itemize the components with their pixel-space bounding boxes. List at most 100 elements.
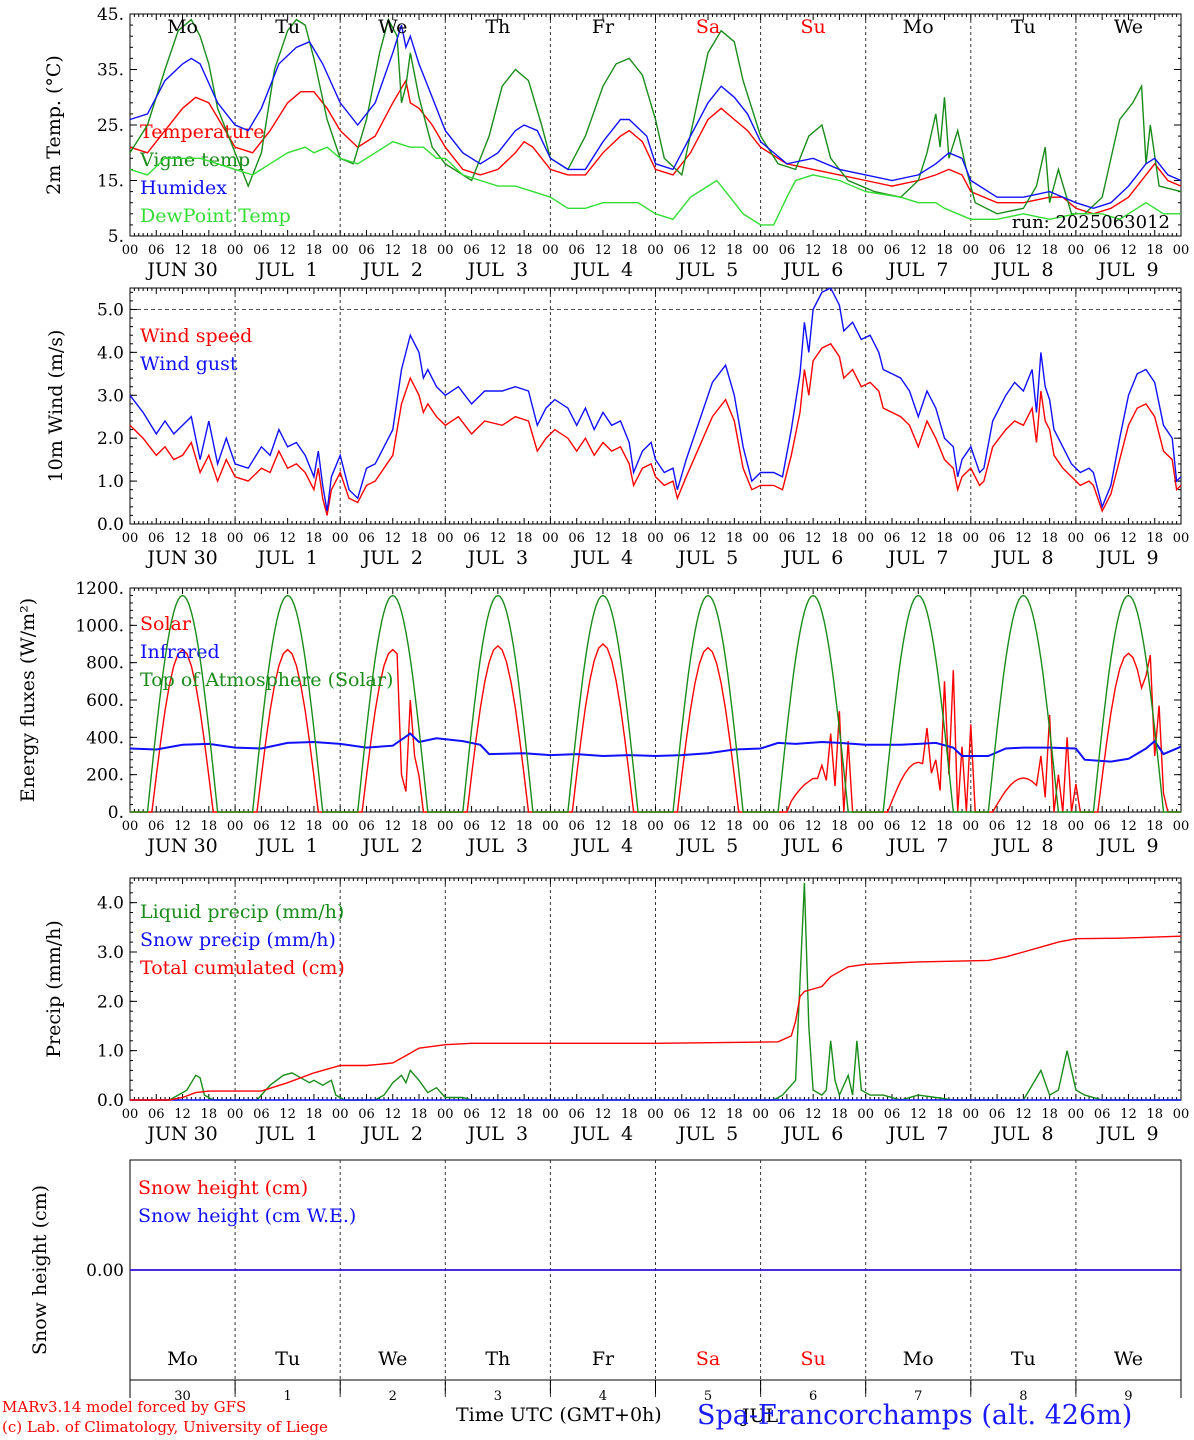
hour-tick-label: 18 — [831, 819, 848, 834]
y-axis-label: 2m Temp. (°C) — [43, 55, 65, 195]
hour-tick-label: 12 — [700, 243, 717, 258]
hour-tick-label: 18 — [516, 1107, 533, 1122]
hour-tick-label: 00 — [1173, 819, 1190, 834]
hour-tick-label: 00 — [122, 531, 139, 546]
date-label: JUL 7 — [886, 259, 948, 281]
hour-tick-label: 12 — [490, 1107, 507, 1122]
day-name-bottom: Tu — [275, 1348, 300, 1370]
hour-tick-label: 00 — [857, 819, 874, 834]
y-axis-label: Precip (mm/h) — [43, 920, 65, 1058]
hour-tick-label: 12 — [1120, 1107, 1137, 1122]
series-vigne-temp — [129, 17, 1182, 215]
legend-entry: Snow height (cm) — [138, 1177, 308, 1199]
day-number: 8 — [1019, 1389, 1027, 1404]
legend-entry: Wind speed — [140, 325, 252, 347]
y-tick-label: 200. — [86, 766, 124, 786]
y-tick-label: 0.0 — [97, 1091, 124, 1111]
hour-tick-label: 12 — [384, 243, 401, 258]
day-name-top: Tu — [1011, 16, 1036, 38]
legend-entry: Wind gust — [140, 353, 238, 375]
y-tick-label: 1.0 — [97, 1042, 124, 1062]
y-tick-label: 1.0 — [97, 472, 124, 492]
day-name-bottom: Tu — [1011, 1348, 1036, 1370]
y-tick-label: 15. — [97, 172, 124, 192]
day-name-bottom: Su — [801, 1348, 826, 1370]
hour-tick-label: 18 — [306, 1107, 323, 1122]
day-name-top: Fr — [592, 16, 615, 38]
hour-tick-label: 06 — [674, 1107, 691, 1122]
y-axis-label: Snow height (cm) — [29, 1185, 51, 1355]
date-label: JUL 3 — [466, 1123, 528, 1145]
date-label: JUL 3 — [466, 835, 528, 857]
hour-tick-label: 12 — [174, 531, 191, 546]
series-total-cumulated-cm — [130, 935, 1182, 1101]
date-label: JUL 8 — [991, 1123, 1053, 1145]
hour-tick-label: 00 — [542, 819, 559, 834]
hour-tick-label: 12 — [700, 1107, 717, 1122]
hour-tick-label: 00 — [332, 819, 349, 834]
hour-tick-label: 06 — [989, 819, 1006, 834]
date-label: JUL 1 — [255, 1123, 317, 1145]
series-humidex — [129, 24, 1182, 210]
hour-tick-label: 06 — [253, 819, 270, 834]
hour-tick-label: 00 — [332, 531, 349, 546]
hour-tick-label: 18 — [621, 243, 638, 258]
hour-tick-label: 00 — [437, 243, 454, 258]
hour-tick-label: 06 — [358, 1107, 375, 1122]
hour-tick-label: 06 — [884, 1107, 901, 1122]
panel-2: 00 06 12 18 00 06 12 18 00 06 12 18 00 06 12 18 00 06 12 18… — [45, 287, 1189, 569]
hour-tick-label: 06 — [463, 819, 480, 834]
date-label: JUN 30 — [145, 1123, 217, 1145]
day-name-top: Mo — [903, 16, 934, 38]
hour-tick-label: 18 — [831, 531, 848, 546]
hour-tick-label: 06 — [674, 531, 691, 546]
date-label: JUL 8 — [991, 547, 1053, 569]
panel-1: 00 06 12 18 00 06 12 18 00 06 12 18 00 06 12 18 00 06 12 18… — [43, 5, 1189, 281]
hour-tick-label: 18 — [726, 1107, 743, 1122]
hour-tick-label: 12 — [490, 819, 507, 834]
date-label: JUL 2 — [361, 547, 423, 569]
hour-tick-label: 06 — [884, 819, 901, 834]
series-temperature — [129, 78, 1182, 215]
hour-tick-label: 18 — [1146, 1107, 1163, 1122]
hour-tick-label: 06 — [989, 1107, 1006, 1122]
hour-tick-label: 12 — [384, 531, 401, 546]
hour-tick-label: 12 — [490, 243, 507, 258]
hour-tick-label: 06 — [148, 243, 165, 258]
legend-entry: Liquid precip (mm/h) — [140, 901, 344, 923]
hour-tick-label: 06 — [989, 243, 1006, 258]
legend-entry: Snow height (cm W.E.) — [138, 1205, 356, 1227]
hour-tick-label: 06 — [463, 243, 480, 258]
y-tick-label: 45. — [97, 5, 124, 25]
day-number: 7 — [914, 1389, 922, 1404]
day-name-bottom: Mo — [903, 1348, 934, 1370]
y-axis-label: 10m Wind (m/s) — [45, 330, 67, 483]
hour-tick-label: 12 — [805, 1107, 822, 1122]
hour-tick-label: 18 — [201, 819, 218, 834]
hour-tick-label: 18 — [411, 819, 428, 834]
hour-tick-label: 18 — [411, 531, 428, 546]
date-label: JUL 2 — [361, 1123, 423, 1145]
hour-tick-label: 00 — [1173, 1107, 1190, 1122]
hour-tick-label: 06 — [253, 531, 270, 546]
hour-tick-label: 12 — [805, 531, 822, 546]
date-label: JUL 6 — [781, 259, 843, 281]
hour-tick-label: 00 — [963, 531, 980, 546]
date-label: JUL 6 — [781, 1123, 843, 1145]
hour-tick-label: 18 — [726, 243, 743, 258]
hour-tick-label: 18 — [1041, 819, 1058, 834]
hour-tick-label: 00 — [1068, 243, 1085, 258]
date-label: JUL 6 — [781, 547, 843, 569]
hour-tick-label: 18 — [621, 531, 638, 546]
hour-tick-label: 06 — [674, 243, 691, 258]
y-tick-label: 4.0 — [97, 343, 124, 363]
date-label: JUN 30 — [145, 259, 217, 281]
hour-tick-label: 00 — [647, 1107, 664, 1122]
hour-tick-label: 18 — [201, 243, 218, 258]
run-label: run: 2025063012 — [1012, 212, 1170, 233]
x-axis-title: Time UTC (GMT+0h) — [456, 1404, 662, 1426]
y-tick-label: 25. — [97, 116, 124, 136]
date-label: JUL 9 — [1096, 1123, 1158, 1145]
hour-tick-label: 00 — [437, 531, 454, 546]
y-tick-label: 2.0 — [97, 429, 124, 449]
